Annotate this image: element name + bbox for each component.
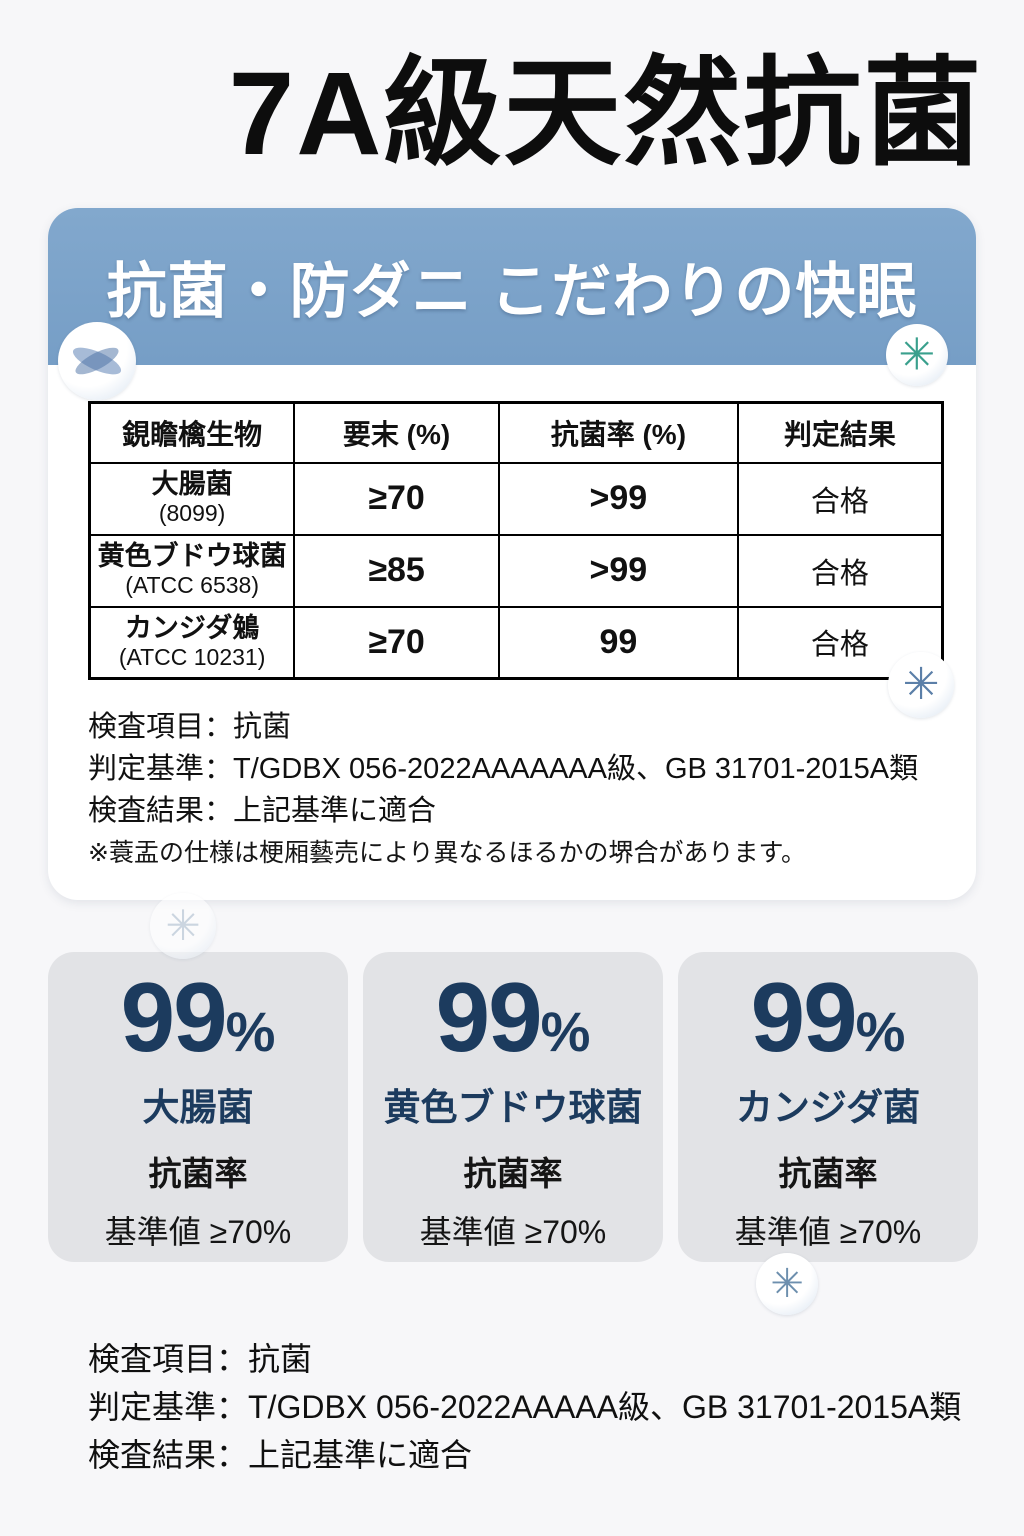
table-row: 黄色ブドウ球菌 (ATCC 6538) ≥85 >99 合格 [88,533,944,608]
cell-organism: 黄色ブドウ球菌 (ATCC 6538) [88,533,296,608]
organism-code: (ATCC 10231) [118,643,266,670]
test-report-card: 抗菌・防ダニ こだわりの快眠 鋧瞻檎生物 要末 (%) 抗菌率 (%) 判定結果… [48,208,976,900]
organism-code: (8099) [158,500,226,527]
stat-number: 99 [435,962,543,1072]
organism-name: 大腸菌 [151,469,233,500]
cell-requirement: ≥85 [293,533,500,608]
stat-value: 99% [121,966,276,1069]
organism-code: (ATCC 6538) [125,572,259,599]
inspection-standard-line: 判定基準：T/GDBX 056-2022AAAAAAA級、GB 31701-20… [88,753,919,786]
cell-organism: 大腸菌 (8099) [88,461,296,536]
stat-value: 99% [751,966,906,1069]
microbe-spike-glyph: ✳ [165,901,201,950]
banner-heading: 抗菌・防ダニ こだわりの快眠 [48,208,976,365]
cell-rate: >99 [497,461,739,536]
table-row: カンジダ鵵 (ATCC 10231) ≥70 99 合格 [88,605,944,680]
table-header-row: 鋧瞻檎生物 要末 (%) 抗菌率 (%) 判定結果 [88,401,944,464]
stat-baseline: 基準値 ≥70% [419,1213,607,1250]
page-title: 7A級天然抗菌 [228,48,984,180]
organism-name: カンジダ鵵 [124,613,260,644]
stat-number: 99 [750,962,858,1072]
cell-requirement: ≥70 [293,461,500,536]
microbe-spike-glyph: ✳ [770,1261,804,1307]
cell-result: 合格 [736,461,944,536]
microbe-cross-shape [72,347,122,375]
stat-baseline: 基準値 ≥70% [734,1213,922,1250]
stat-organism-name: 大腸菌 [142,1086,254,1128]
microbe-blue-spiky-icon: ✳ [888,652,954,718]
stat-organism-name: 黄色ブドウ球菌 [383,1086,643,1128]
table-row: 大腸菌 (8099) ≥70 >99 合格 [88,461,944,536]
cell-result: 合格 [736,533,944,608]
inspection-result-line: 検査結果：上記基準に適合 [88,1437,473,1473]
inspection-item-line: 検査項目：抗菌 [88,711,292,743]
inspection-result-line: 検査結果：上記基準に適合 [88,795,437,828]
stat-label: 抗菌率 [778,1154,878,1192]
cell-rate: >99 [497,533,739,608]
microbe-spike-glyph: ✳ [902,659,940,710]
stat-unit: % [540,1000,591,1063]
stat-cards-row: 99% 大腸菌 抗菌率 基準値 ≥70% 99% 黄色ブドウ球菌 抗菌率 基準値… [48,952,978,1262]
disclaimer-note: ※蓑盂の仕様は梗厢藝売により異なるほるかの堺合があります。 [88,839,806,868]
antibacterial-test-table: 鋧瞻檎生物 要末 (%) 抗菌率 (%) 判定結果 大腸菌 (8099) ≥70… [88,401,944,680]
inspection-standard-line: 判定基準：T/GDBX 056-2022AAAAA級、GB 31701-2015… [88,1389,962,1425]
cell-rate: 99 [497,605,739,680]
inspection-summary-bottom: 検査項目：抗菌 判定基準：T/GDBX 056-2022AAAAA級、GB 31… [88,1335,961,1479]
stat-unit: % [225,1000,276,1063]
header-requirement: 要末 (%) [293,401,500,464]
stat-unit: % [855,1000,906,1063]
microbe-green-icon: ✳ [886,324,948,386]
stat-label: 抗菌率 [148,1154,248,1192]
header-result: 判定結果 [736,401,944,464]
stat-card-candida: 99% カンジダ菌 抗菌率 基準値 ≥70% [678,952,978,1262]
microbe-spike-glyph: ✳ [898,329,936,381]
inspection-item-line: 検査項目：抗菌 [88,1341,313,1377]
microbe-bottom-icon: ✳ [756,1253,818,1315]
inspection-summary-top: 検査項目：抗菌 判定基準：T/GDBX 056-2022AAAAAAA級、GB … [88,706,976,871]
header-rate: 抗菌率 (%) [497,401,739,464]
stat-organism-name: カンジダ菌 [735,1086,921,1128]
stat-number: 99 [120,962,228,1072]
header-organism: 鋧瞻檎生物 [88,401,296,464]
stat-card-ecoli: 99% 大腸菌 抗菌率 基準値 ≥70% [48,952,348,1262]
stat-label: 抗菌率 [463,1154,563,1192]
microbe-faded-icon: ✳ [150,893,216,959]
stat-value: 99% [436,966,591,1069]
stat-card-staph: 99% 黄色ブドウ球菌 抗菌率 基準値 ≥70% [363,952,663,1262]
microbe-cross-icon [58,322,136,400]
organism-name: 黄色ブドウ球菌 [97,541,287,572]
stat-baseline: 基準値 ≥70% [104,1213,292,1250]
cell-organism: カンジダ鵵 (ATCC 10231) [88,605,296,680]
cell-requirement: ≥70 [293,605,500,680]
